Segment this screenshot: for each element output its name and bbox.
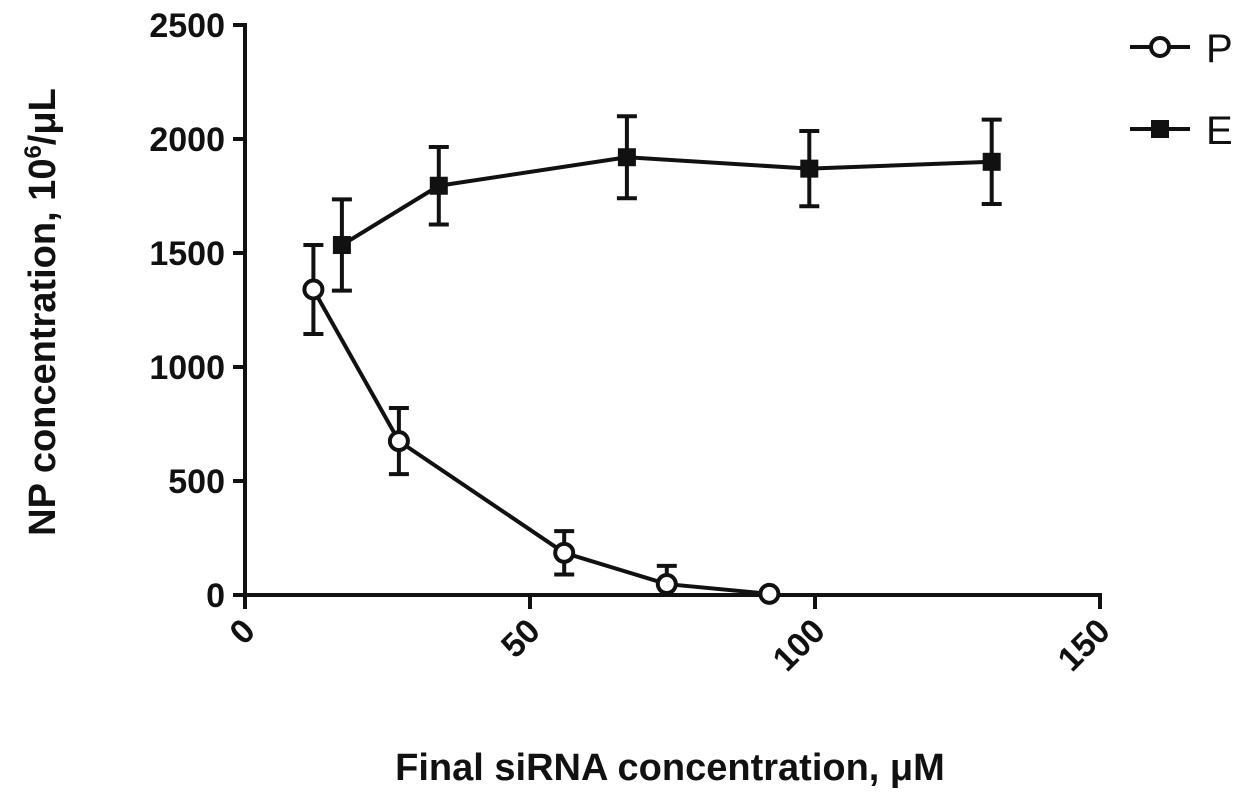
y-tick-label-2000: 2000	[149, 121, 225, 159]
series-e-point	[332, 236, 351, 255]
series-p-point	[655, 573, 678, 596]
series-p-point	[553, 541, 576, 564]
series-e-point	[982, 152, 1001, 171]
y-axis-title-suffix: /μL	[22, 88, 64, 145]
series-p-point	[302, 278, 325, 301]
series-e-point	[617, 148, 636, 167]
series-layer	[302, 114, 1002, 605]
x-tick-label-50: 50	[494, 612, 548, 666]
y-axis-title-prefix: NP concentration, 10	[22, 159, 64, 536]
x-tick-label-150: 150	[1051, 612, 1118, 679]
legend-label-p: P	[1206, 27, 1233, 71]
series-p	[302, 243, 781, 605]
series-p-line	[311, 288, 770, 596]
x-axis-title: Final siRNA concentration, μM	[395, 747, 945, 789]
y-tick-label-1000: 1000	[149, 349, 225, 387]
legend: PE	[1130, 27, 1233, 153]
series-p-point	[758, 582, 781, 605]
x-tick-label-0: 0	[222, 612, 262, 652]
y-tick-label-2500: 2500	[149, 7, 225, 45]
legend-label-e: E	[1206, 109, 1233, 153]
tick-labels: 0 500 1000 1500 2000 2500 0 50 100 150	[149, 7, 1117, 679]
y-axis-title: NP concentration, 106/μL	[20, 88, 64, 536]
y-tick-label-1500: 1500	[149, 235, 225, 273]
y-tick-label-500: 500	[168, 463, 225, 501]
series-e-point	[800, 159, 819, 178]
legend-item-e: E	[1130, 109, 1233, 153]
series-p-point	[387, 430, 410, 453]
series-e-point	[429, 176, 448, 195]
axes	[233, 23, 1102, 609]
legend-item-p: P	[1130, 27, 1233, 71]
y-axis-title-superscript: 6	[20, 145, 47, 158]
legend-marker-p	[1149, 36, 1171, 58]
series-e	[331, 114, 1002, 293]
x-tick-label-100: 100	[766, 612, 833, 679]
y-tick-label-0: 0	[206, 577, 225, 615]
legend-marker-e	[1151, 120, 1169, 138]
